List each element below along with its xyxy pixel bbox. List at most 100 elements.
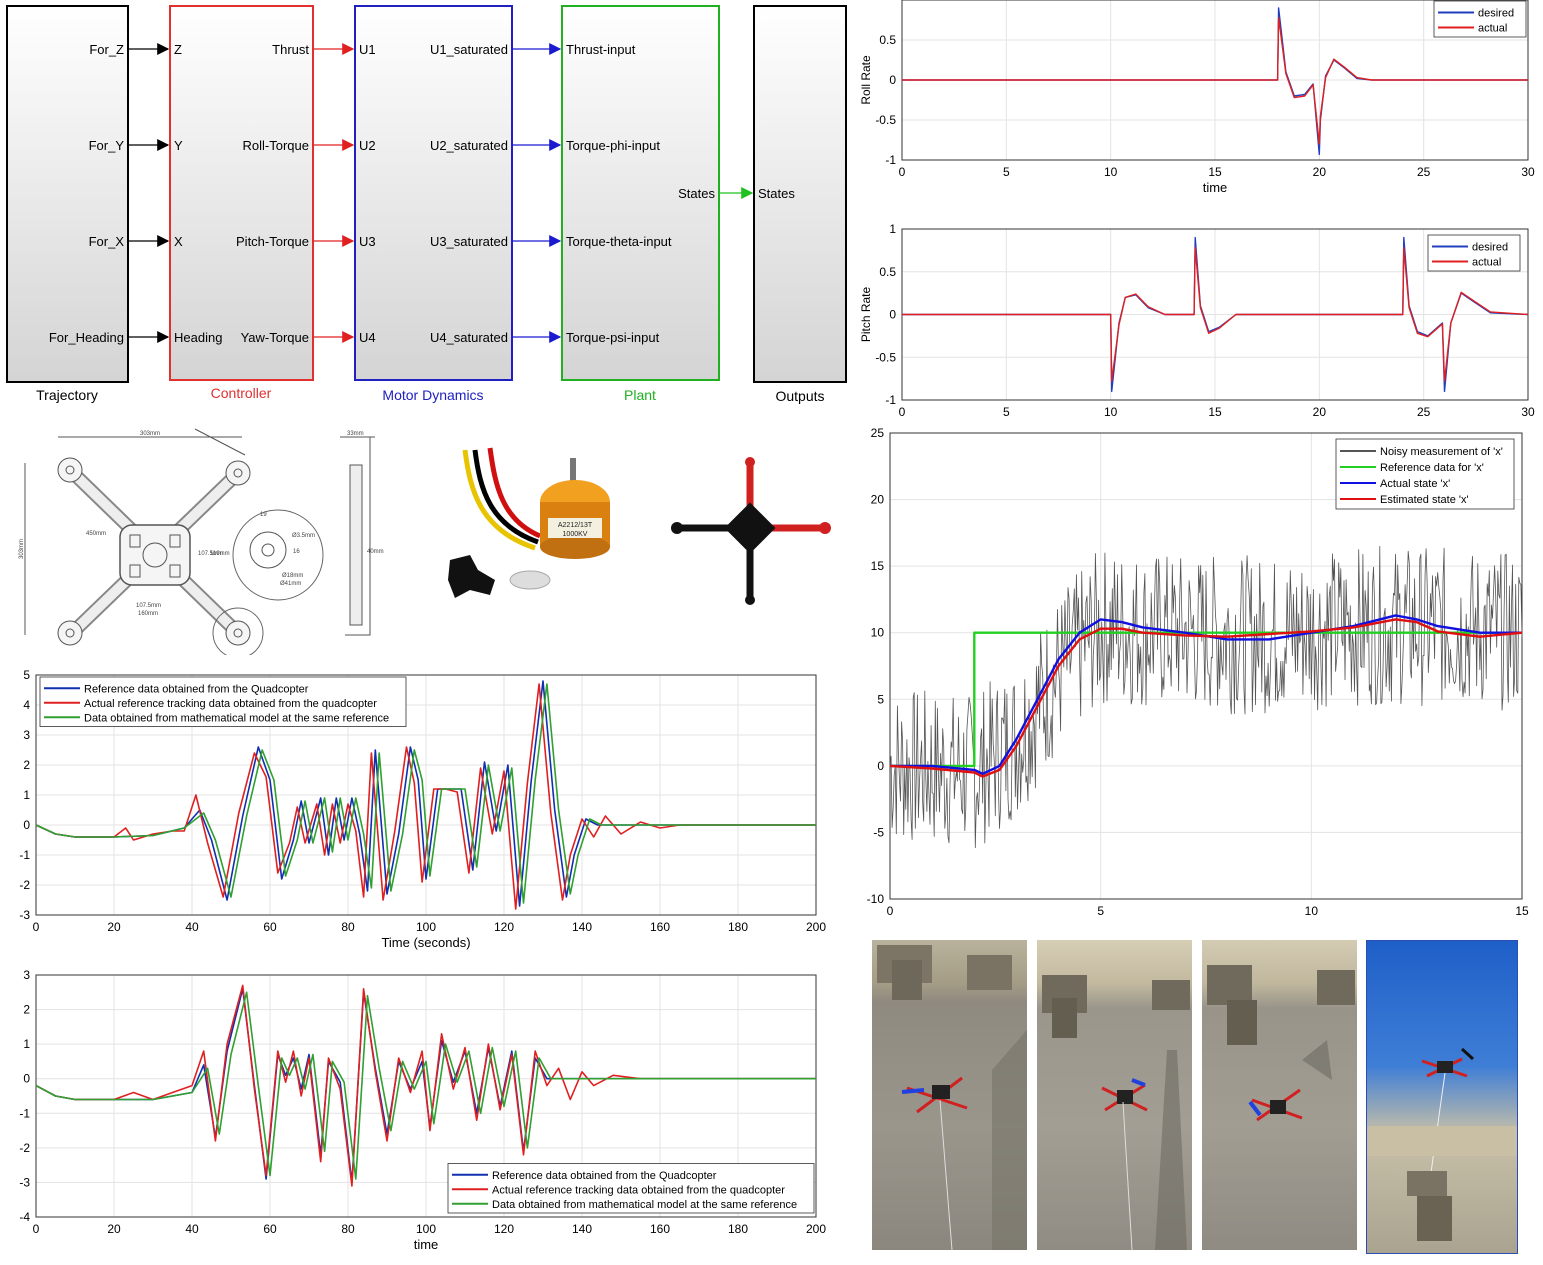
tracking-chart-2-svg: 0 20 40 60 80 100 120 140 160 180 200 -4 -3 -2 -1 0 1 2 3 t… xyxy=(19,968,826,1252)
x-tick-label: 5 xyxy=(1003,405,1010,419)
trajectory-block[interactable] xyxy=(6,5,129,383)
flight-photo-3 xyxy=(1202,940,1357,1250)
frame-dim-detail-hole: Ø3.5mm xyxy=(292,533,315,539)
controller-port-thrust: Thrust xyxy=(272,42,309,57)
tracking-2-series-2-line xyxy=(35,984,816,1187)
y-tick-label: -10 xyxy=(867,892,885,906)
frame-dim-detail-19: 19 xyxy=(260,512,267,518)
x-tick-label: 100 xyxy=(416,920,436,934)
y-tick-label: 1 xyxy=(23,788,30,802)
quadcopter-icon xyxy=(1248,1088,1303,1122)
roll-rate-chart-svg: 0 5 10 15 20 25 30 -1 -0.5 0 0.5 time Roll Rate desir… xyxy=(859,0,1535,195)
x-tick-label: 180 xyxy=(728,1222,748,1236)
flight-photo-1 xyxy=(872,940,1027,1250)
x-tick-label: 10 xyxy=(1104,405,1118,419)
x-tick-label: 0 xyxy=(899,405,906,419)
motor-port-u2-saturated: U2_saturated xyxy=(430,138,508,153)
x-tick-label: 160 xyxy=(650,1222,670,1236)
legend-entry-label: Estimated state 'x' xyxy=(1380,494,1469,506)
quad-photo-svg xyxy=(671,457,831,605)
y-tick-label: 0.5 xyxy=(879,33,896,47)
flight-photo-4-svg xyxy=(1367,1047,1517,1241)
motor-dynamics-block[interactable] xyxy=(354,5,513,381)
x-tick-label: 100 xyxy=(416,1222,436,1236)
y-tick-label: 0 xyxy=(889,308,896,322)
frame-dim-detail-41: Ø41mm xyxy=(280,581,301,587)
trajectory-block-label: Trajectory xyxy=(36,387,98,403)
y-tick-label: -1 xyxy=(19,848,30,862)
y-tick-label: -5 xyxy=(873,825,884,839)
x-tick-label: 15 xyxy=(1208,165,1222,179)
motor-port-u2: U2 xyxy=(359,138,376,153)
tracking-1-series-1-line xyxy=(35,680,816,907)
x-tick-label: 20 xyxy=(1313,405,1327,419)
controller-port-heading: Heading xyxy=(174,330,222,345)
roll-rate-series-2-line xyxy=(902,16,1528,145)
motor-port-u4-saturated: U4_saturated xyxy=(430,330,508,345)
kalman-series-3-line xyxy=(890,614,1522,775)
pitch-rate-chart: 0 5 10 15 20 25 30 -1 -0.5 0 0.5 1 Pitch Rate desired… xyxy=(850,220,1543,425)
y-tick-label: -1 xyxy=(885,393,896,407)
y-tick-label: 0 xyxy=(23,1072,30,1086)
x-tick-label: 60 xyxy=(263,1222,277,1236)
controller-port-z: Z xyxy=(174,42,182,57)
legend-entry-label: desired xyxy=(1478,8,1514,20)
legend-entry-label: Reference data obtained from the Quadcop… xyxy=(84,683,309,695)
brushless-motor-photo: A2212/13T 1000KV xyxy=(440,430,630,615)
x-tick-label: 40 xyxy=(185,1222,199,1236)
pitch-rate-legend xyxy=(1427,234,1521,272)
motor-label-kv: 1000KV xyxy=(563,531,588,538)
legend-entry-label: actual xyxy=(1472,257,1501,269)
legend-entry-label: Data obtained from mathematical model at… xyxy=(492,1199,797,1211)
tracking-1-series-2-line xyxy=(35,683,816,910)
plant-block[interactable] xyxy=(561,5,720,381)
controller-block[interactable] xyxy=(169,5,314,381)
kalman-chart-svg: 0 5 10 15 -10 -5 0 5 10 15 20 25 Noisy measurement o… xyxy=(867,426,1529,918)
y-tick-label: 10 xyxy=(871,626,885,640)
kalman-series-1-line xyxy=(889,546,1523,849)
y-tick-label: -0.5 xyxy=(875,113,896,127)
kalman-estimation-chart: 0 5 10 15 -10 -5 0 5 10 15 20 25 Noisy measurement o… xyxy=(850,425,1543,925)
x-tick-label: 30 xyxy=(1521,165,1535,179)
x-tick-label: 40 xyxy=(185,920,199,934)
controller-port-pitch-torque: Pitch-Torque xyxy=(236,234,309,249)
flight-photo-2 xyxy=(1037,940,1192,1250)
frame-dim-detail-18: Ø18mm xyxy=(282,573,303,579)
y-tick-label: 15 xyxy=(871,559,885,573)
outputs-block-label: Outputs xyxy=(775,388,824,404)
motor-dynamics-block-label: Motor Dynamics xyxy=(382,387,483,403)
x-tick-label: 15 xyxy=(1515,904,1529,918)
tracking-2-x-axis-label: time xyxy=(414,1237,439,1252)
x-tick-label: 60 xyxy=(263,920,277,934)
x-tick-label: 140 xyxy=(572,1222,592,1236)
x-tick-label: 15 xyxy=(1208,405,1222,419)
legend-entry-label: actual xyxy=(1478,23,1507,35)
frame-drawing-svg: 303mm 303mm 450mm 107.5mm 110mm 160mm 10… xyxy=(19,428,384,659)
legend-entry-label: Actual reference tracking data obtained … xyxy=(84,698,377,710)
controller-port-y: Y xyxy=(174,138,183,153)
motor-port-u1-saturated: U1_saturated xyxy=(430,42,508,57)
tracking-1-x-axis-label: Time (seconds) xyxy=(381,935,470,950)
x-tick-label: 0 xyxy=(887,904,894,918)
tracking-1-frame xyxy=(35,674,817,916)
tracking-chart-1: 0 20 40 60 80 100 120 140 160 180 200 -3 -2 -1 0 1 2 3 4 5 T… xyxy=(0,665,840,960)
controller-port-x: X xyxy=(174,234,183,249)
frame-dim-detail-16: 16 xyxy=(293,549,300,555)
y-tick-label: 20 xyxy=(871,493,885,507)
flight-photo-1-svg xyxy=(877,945,1027,1250)
x-tick-label: 30 xyxy=(1521,405,1535,419)
legend-entry-label: Data obtained from mathematical model at… xyxy=(84,712,389,724)
x-tick-label: 180 xyxy=(728,920,748,934)
assembled-quadcopter-photo xyxy=(665,450,840,615)
plant-port-torque-psi-input: Torque-psi-input xyxy=(566,330,660,345)
y-tick-label: -1 xyxy=(885,153,896,167)
roll-rate-chart: 0 5 10 15 20 25 30 -1 -0.5 0 0.5 time Roll Rate desir… xyxy=(850,0,1543,205)
plant-port-thrust-input: Thrust-input xyxy=(566,42,636,57)
x-tick-label: 80 xyxy=(341,920,355,934)
y-tick-label: 2 xyxy=(23,1003,30,1017)
y-tick-label: 0 xyxy=(23,818,30,832)
y-tick-label: -0.5 xyxy=(875,350,896,364)
outputs-block[interactable] xyxy=(753,5,847,383)
quadcopter-icon xyxy=(901,1076,968,1114)
x-tick-label: 140 xyxy=(572,920,592,934)
